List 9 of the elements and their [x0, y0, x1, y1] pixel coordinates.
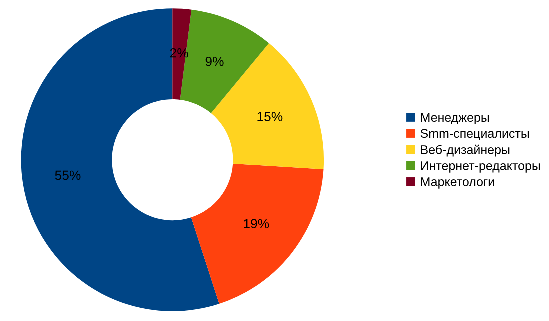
- legend-label: Веб-дизайнеры: [421, 144, 510, 157]
- legend-label: Маркетологи: [421, 178, 494, 189]
- legend-label: Smm-специалисты: [420, 129, 530, 140]
- data-label: 9%: [206, 56, 224, 66]
- legend-label: Менеджеры: [421, 113, 490, 125]
- data-label: 15%: [258, 112, 283, 122]
- legend-label: Интернет-редакторы: [421, 162, 540, 173]
- data-label: 19%: [244, 219, 270, 229]
- data-label: 55%: [55, 170, 81, 180]
